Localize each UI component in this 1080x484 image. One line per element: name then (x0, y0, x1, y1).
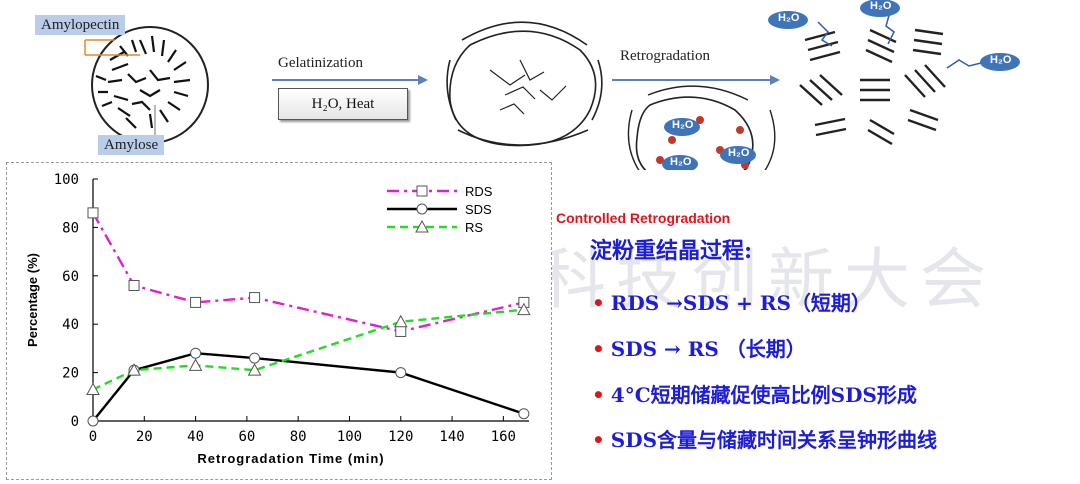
starch-diagram (84, 0, 1020, 170)
data-point-rs (86, 382, 100, 396)
controlled-retrogradation-label: Controlled Retrogradation (556, 210, 731, 226)
data-point-rs (517, 302, 531, 316)
note-text: RDS →SDS + RS（短期） (610, 291, 871, 315)
retrogradation-chart: 0 20 40 60 80 100 120 140 160 0 20 40 60 80 100 Retrogr… (25, 172, 531, 466)
note-text: 4°C短期储藏促使高比例SDS形成 (610, 383, 917, 407)
data-point-rs (247, 363, 262, 376)
water-molecules (768, 0, 1020, 71)
series-line-rs (92, 308, 524, 391)
y-tick-label: 40 (62, 317, 79, 333)
note-item: • 4°C短期储藏促使高比例SDS形成 (592, 379, 917, 408)
water-label: H₂O (990, 54, 1012, 66)
x-tick-label: 0 (89, 429, 97, 445)
series-line-rds (91, 212, 525, 333)
water-label: H₂O (728, 147, 750, 159)
bullet-dot: • (592, 428, 605, 452)
water-label: H₂O (672, 119, 694, 131)
amylopectin-label: Amylopectin (35, 15, 126, 35)
note-item: • SDS → RS （长期） (592, 333, 806, 362)
bullet-dot: • (592, 337, 605, 361)
legend-marker-sds (416, 203, 428, 215)
bullet-dot: • (592, 291, 605, 315)
data-point-sds (518, 408, 530, 420)
starch-granule (84, 26, 209, 144)
note-text: SDS → RS （长期） (610, 337, 806, 361)
series-line-sds (92, 352, 525, 422)
legend-marker-rs (415, 219, 429, 233)
y-tick-label: 20 (62, 366, 79, 382)
data-point-sds (395, 367, 407, 379)
bullet-dot: • (592, 383, 605, 407)
note-text: SDS含量与储藏时间关系呈钟形曲线 (610, 428, 938, 452)
gelatinization-label: Gelatinization (278, 55, 363, 71)
legend-label-sds: SDS (465, 202, 492, 217)
gelatinized-granule (446, 21, 603, 147)
data-point-rs (127, 363, 141, 376)
x-tick-label: 100 (337, 429, 362, 445)
controlled-granule (627, 85, 776, 170)
x-tick-label: 160 (491, 429, 516, 445)
water-label: H₂O (870, 0, 892, 12)
y-tick-label: 0 (71, 414, 79, 430)
legend-label-rds: RDS (465, 184, 493, 199)
data-point-sds (87, 415, 99, 427)
data-point-rds (395, 325, 407, 337)
y-tick-label: 60 (62, 269, 79, 285)
y-tick-label: 80 (62, 220, 79, 236)
data-point-rs (393, 314, 408, 328)
y-tick-label: 100 (54, 172, 79, 188)
condition-box: H₂O, Heat (278, 88, 408, 120)
y-axis-label: Percentage (%) (25, 253, 40, 347)
x-tick-label: 60 (238, 429, 255, 445)
data-point-rds (128, 279, 140, 291)
data-point-rds (190, 296, 202, 308)
data-point-sds (190, 347, 202, 359)
x-axis-label: Retrogradation Time (min) (197, 451, 384, 466)
retrogradation-label: Retrogradation (620, 48, 710, 64)
notes-title: 淀粉重结晶过程: (590, 238, 753, 264)
data-point-rds (87, 207, 99, 219)
water-label: H₂O (778, 12, 800, 24)
legend-marker-rds (416, 185, 428, 197)
water-label: H₂O (670, 156, 692, 168)
data-point-rs (188, 358, 203, 371)
x-tick-label: 20 (136, 429, 153, 445)
x-tick-label: 40 (187, 429, 204, 445)
x-tick-label: 120 (388, 429, 413, 445)
chart-frame: 0 20 40 60 80 100 120 140 160 0 20 40 60 80 100 Retrogr… (6, 162, 552, 480)
x-tick-label: 80 (290, 429, 307, 445)
note-item: • RDS →SDS + RS（短期） (592, 287, 871, 316)
x-tick-label: 140 (439, 429, 464, 445)
retrograded-structure (799, 28, 946, 146)
legend-label-rs: RS (465, 220, 483, 235)
data-point-sds (249, 352, 261, 364)
data-point-rds (249, 292, 261, 304)
note-item: • SDS含量与储藏时间关系呈钟形曲线 (592, 424, 937, 453)
amylose-label: Amylose (98, 135, 165, 155)
